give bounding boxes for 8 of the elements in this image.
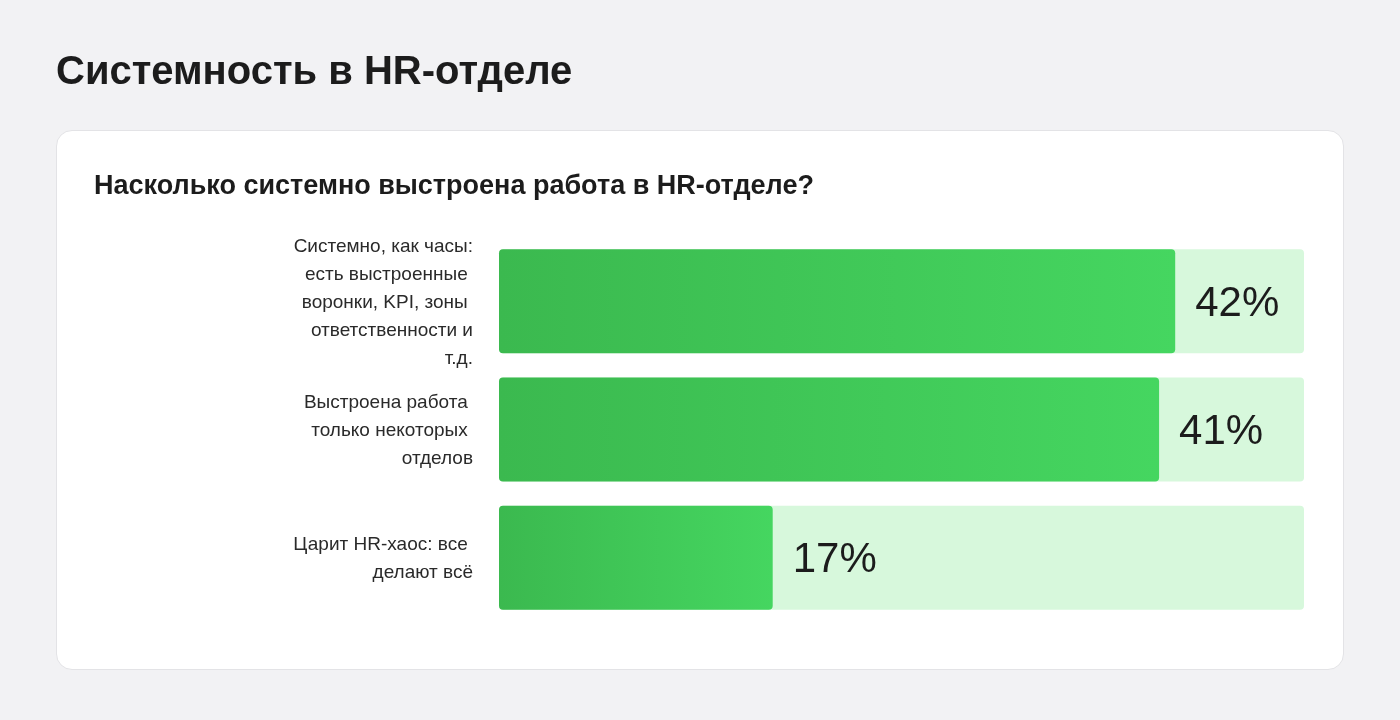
data-label: 41% — [1179, 406, 1264, 453]
y-tick-label: Системно, как часы: есть выстроенные воронки, KPI, зоны ответственности и т.д. — [293, 234, 473, 368]
chart-title: Системность в HR-отделе — [56, 48, 573, 93]
chart-subtitle: Насколько системно выстроена работа в HR-отделе? — [94, 170, 814, 201]
data-label: 17% — [792, 534, 877, 582]
y-tick-label: Царит HR-хаос: все делают всё — [293, 533, 473, 583]
data-label: 42% — [1195, 277, 1280, 325]
y-tick-label: Выстроена работа только некоторых отделов — [303, 391, 473, 468]
